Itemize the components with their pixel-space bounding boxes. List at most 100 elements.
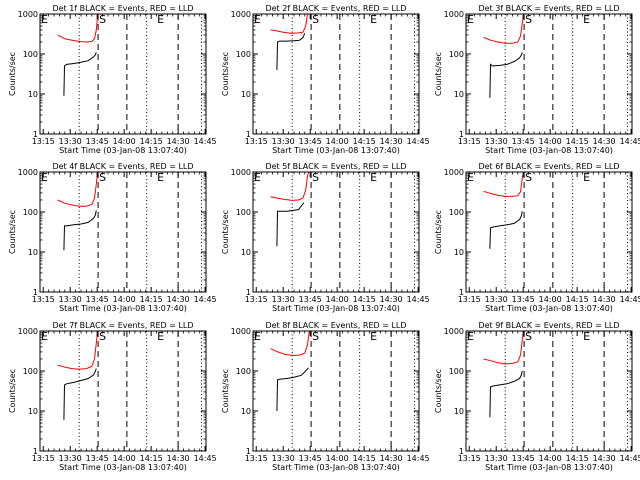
x-tick-label: 13:45 [512, 137, 535, 146]
x-axis-label: Start Time (03-Jan-08 13:07:40) [485, 304, 613, 313]
events-rate-line [276, 202, 305, 247]
events-rate-line [489, 211, 523, 249]
x-tick-label: 13:30 [272, 295, 295, 304]
detector-panel: Det 4f BLACK = Events, RED = LLD 1 10 100 10… [8, 162, 217, 313]
events-rate-line [276, 33, 306, 70]
x-tick-label: 13:45 [299, 454, 322, 463]
time-marker-label: S [99, 330, 106, 343]
time-marker-label: E [583, 330, 590, 343]
x-tick-label: 14:00 [539, 454, 562, 463]
events-rate-line [63, 52, 97, 96]
y-tick-label: 100 [449, 367, 464, 376]
time-marker-label: S [312, 171, 319, 184]
x-tick-label: 13:15 [245, 454, 268, 463]
y-tick-label: 10 [28, 90, 38, 99]
plot-frame [39, 13, 207, 135]
time-marker-label: E [157, 330, 164, 343]
panel-title: Det 2f BLACK = Events, RED = LLD [265, 4, 406, 13]
x-tick-label: 14:00 [539, 295, 562, 304]
x-tick-label: 14:45 [620, 137, 640, 146]
x-tick-label: 13:30 [272, 137, 295, 146]
x-tick-label: 14:00 [326, 454, 349, 463]
y-tick-label: 10 [454, 90, 464, 99]
y-tick-label: 1000 [231, 10, 251, 19]
x-tick-label: 14:45 [407, 454, 430, 463]
y-tick-label: 1000 [18, 168, 38, 177]
x-tick-label: 13:30 [59, 454, 82, 463]
x-tick-label: 13:45 [86, 454, 109, 463]
lld-rate-line [483, 330, 525, 365]
x-tick-label: 13:15 [458, 295, 481, 304]
y-tick-label: 100 [236, 367, 251, 376]
x-axis-label: Start Time (03-Jan-08 13:07:40) [272, 304, 400, 313]
x-tick-label: 14:00 [326, 295, 349, 304]
y-tick-label: 1000 [18, 327, 38, 336]
x-tick-label: 14:00 [539, 137, 562, 146]
time-marker-label: E [370, 330, 377, 343]
detector-panel: Det 8f BLACK = Events, RED = LLD 1 10 100 10… [221, 321, 430, 472]
x-tick-label: 14:30 [380, 454, 403, 463]
x-tick-label: 14:15 [140, 454, 163, 463]
y-tick-label: 1000 [231, 327, 251, 336]
x-tick-label: 14:15 [353, 454, 376, 463]
x-tick-label: 13:45 [299, 137, 322, 146]
y-tick-label: 1000 [231, 168, 251, 177]
panel-title: Det 3f BLACK = Events, RED = LLD [478, 4, 619, 13]
x-tick-label: 14:30 [167, 454, 190, 463]
y-tick-label: 1000 [444, 168, 464, 177]
y-tick-label: 1000 [444, 10, 464, 19]
y-tick-label: 1 [246, 288, 251, 297]
time-marker-label: S [525, 13, 532, 26]
y-tick-label: 10 [241, 90, 251, 99]
y-axis-label: Counts/sec [8, 52, 17, 96]
time-marker-label: E [157, 13, 164, 26]
plot-frame [252, 171, 420, 293]
panel-title: Det 6f BLACK = Events, RED = LLD [478, 162, 619, 171]
time-marker-label: S [525, 171, 532, 184]
panel-title: Det 4f BLACK = Events, RED = LLD [52, 162, 193, 171]
plot-frame [252, 330, 420, 452]
x-axis-label: Start Time (03-Jan-08 13:07:40) [272, 463, 400, 472]
y-axis-label: Counts/sec [434, 210, 443, 254]
y-tick-label: 10 [28, 248, 38, 257]
time-marker-label: E [157, 171, 164, 184]
x-tick-label: 14:30 [380, 295, 403, 304]
panel-title: Det 8f BLACK = Events, RED = LLD [265, 321, 406, 330]
time-marker-label: E [467, 330, 474, 343]
time-marker-label: E [467, 13, 474, 26]
y-tick-label: 10 [454, 407, 464, 416]
lld-rate-line [270, 171, 310, 201]
x-tick-label: 14:00 [113, 454, 136, 463]
x-tick-label: 13:45 [86, 295, 109, 304]
x-tick-label: 13:30 [485, 454, 508, 463]
y-tick-label: 100 [23, 367, 38, 376]
time-marker-label: S [99, 13, 106, 26]
lld-rate-line [483, 171, 525, 197]
x-axis-label: Start Time (03-Jan-08 13:07:40) [485, 463, 613, 472]
x-tick-label: 14:45 [407, 295, 430, 304]
time-marker-label: E [254, 13, 261, 26]
lld-rate-line [270, 13, 308, 34]
y-tick-label: 1000 [444, 327, 464, 336]
y-axis-label: Counts/sec [221, 369, 230, 413]
y-tick-label: 100 [23, 208, 38, 217]
x-tick-label: 14:30 [167, 137, 190, 146]
y-tick-label: 1 [33, 130, 38, 139]
y-axis-label: Counts/sec [8, 369, 17, 413]
x-tick-label: 14:30 [593, 295, 616, 304]
x-tick-label: 14:45 [194, 295, 217, 304]
x-tick-label: 14:15 [566, 295, 589, 304]
plot-frame [39, 171, 207, 293]
time-marker-label: S [312, 13, 319, 26]
y-tick-label: 1 [33, 447, 38, 456]
plot-frame [465, 13, 633, 135]
x-axis-label: Start Time (03-Jan-08 13:07:40) [272, 146, 400, 155]
x-tick-label: 14:15 [353, 295, 376, 304]
time-marker-label: E [254, 171, 261, 184]
x-tick-label: 13:15 [32, 137, 55, 146]
x-tick-label: 14:30 [380, 137, 403, 146]
plot-frame [252, 13, 420, 135]
x-tick-label: 13:45 [299, 295, 322, 304]
x-tick-label: 13:30 [272, 454, 295, 463]
x-axis-label: Start Time (03-Jan-08 13:07:40) [59, 146, 187, 155]
